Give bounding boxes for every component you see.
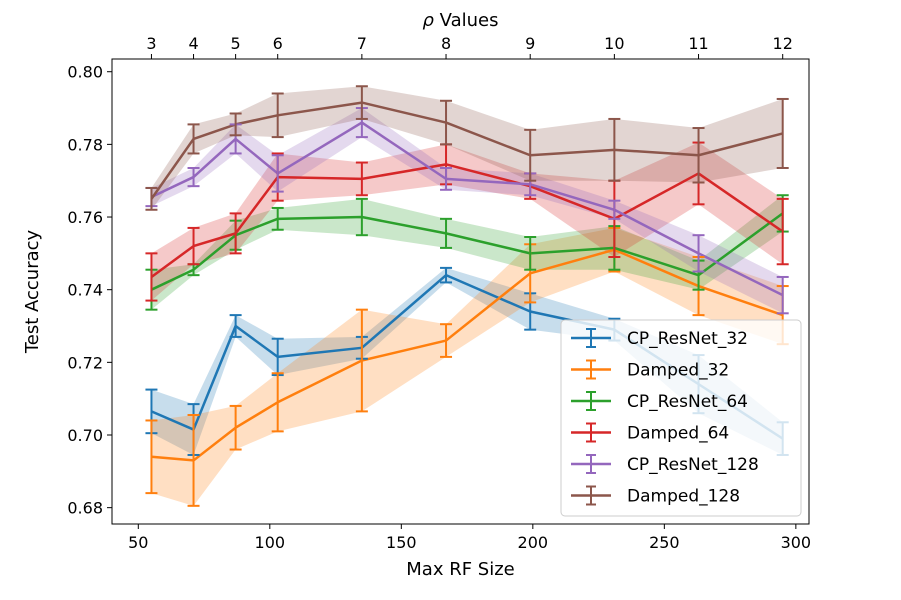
error-bar [440, 217, 453, 249]
error-bar [229, 404, 242, 451]
error-band-4 [151, 108, 783, 314]
error-band-5 [151, 86, 783, 210]
series-line-3 [150, 163, 784, 278]
error-bar [145, 186, 158, 211]
y-axis-title: Test Accuracy [22, 229, 43, 354]
error-band-2 [151, 195, 783, 310]
error-bar [187, 414, 200, 507]
y-tick-label: 0.78 [67, 135, 103, 154]
error-bar [608, 199, 621, 220]
y-tick-label: 0.72 [67, 353, 103, 372]
error-band-3 [151, 142, 783, 301]
top-tick-label: 5 [231, 34, 241, 53]
legend-entry: CP_ResNet_32 [571, 328, 748, 349]
error-bar [692, 127, 705, 184]
y-tick-label: 0.76 [67, 208, 103, 227]
y-tick-label: 0.80 [67, 63, 103, 82]
x-tick-label: 50 [128, 533, 148, 552]
legend-label: CP_ResNet_128 [627, 455, 759, 475]
top-axis-title: ρ Values [423, 10, 499, 31]
error-bar [692, 234, 705, 273]
plot-frame [111, 58, 810, 525]
error-bar [271, 92, 284, 139]
legend-label: Damped_64 [627, 424, 729, 444]
top-tick-label: 11 [688, 34, 708, 53]
x-tick-label: 300 [781, 533, 812, 552]
legend-entry: CP_ResNet_128 [571, 454, 759, 475]
error-bar [145, 419, 158, 495]
legend-entry: Damped_32 [571, 359, 729, 381]
error-bar [187, 166, 200, 188]
x-tick-label: 250 [649, 533, 680, 552]
error-bar [440, 99, 453, 146]
top-tick-label: 8 [441, 34, 451, 53]
legend-label: Damped_128 [627, 487, 740, 507]
series-line-4 [150, 121, 784, 297]
top-tick-label: 7 [357, 34, 367, 53]
x-tick-label: 150 [386, 533, 417, 552]
top-tick-label: 10 [604, 34, 624, 53]
top-tick-label: 6 [273, 34, 283, 53]
series-line-1 [151, 248, 784, 462]
error-bar [271, 206, 284, 231]
x-axis-ticks: 50 100 150 200 250 300 [128, 524, 811, 552]
legend-label: CP_ResNet_64 [627, 392, 748, 412]
legend-entry: Damped_128 [571, 485, 740, 507]
top-tick-label: 9 [525, 34, 535, 53]
legend-box [560, 319, 802, 517]
series-line-2 [150, 212, 784, 291]
error-bar [608, 117, 621, 182]
error-bar [187, 226, 200, 266]
error-bar [776, 275, 789, 315]
error-bar [440, 323, 453, 358]
legend-entry: CP_ResNet_64 [571, 391, 748, 412]
error-bar [271, 372, 284, 433]
error-bar [776, 197, 789, 266]
legend: CP_ResNet_32 Damped_32 CP_ResNet_64 Damped_… [560, 319, 802, 517]
error-bar [229, 112, 242, 137]
top-tick-label: 12 [773, 34, 793, 53]
x-tick-label: 100 [255, 533, 286, 552]
error-bars [145, 85, 789, 507]
y-tick-label: 0.74 [67, 281, 103, 300]
legend-entry: Damped_64 [571, 422, 729, 444]
error-bar [355, 197, 368, 237]
x-axis-title: Max RF Size [406, 559, 514, 580]
error-bar [145, 252, 158, 302]
error-bar [355, 161, 368, 197]
error-bar [271, 154, 284, 193]
top-tick-label: 4 [188, 34, 198, 53]
error-bar [776, 97, 789, 169]
top-axis-ticks: 3 4 5 6 7 8 9 10 11 12 [146, 34, 793, 59]
y-axis-ticks: 0.68 0.70 0.72 0.74 0.76 0.78 0.80 [67, 63, 112, 518]
y-tick-label: 0.70 [67, 426, 103, 445]
error-bar [229, 314, 242, 338]
top-tick-label: 3 [146, 34, 156, 53]
x-tick-label: 200 [518, 533, 549, 552]
error-bar [440, 266, 453, 284]
error-bar [440, 166, 453, 191]
error-bar [187, 123, 200, 155]
error-bar [355, 85, 368, 120]
legend-label: CP_ResNet_32 [627, 329, 748, 349]
y-tick-label: 0.68 [67, 499, 103, 518]
error-bar [524, 128, 537, 182]
error-bar [355, 308, 368, 413]
series-line-5 [150, 101, 784, 200]
error-bar [524, 236, 537, 271]
legend-label: Damped_32 [627, 361, 729, 381]
top-axis-title-symbol: ρ [423, 10, 435, 31]
top-axis-title-text: Values [434, 10, 499, 31]
error-bar [229, 212, 242, 255]
